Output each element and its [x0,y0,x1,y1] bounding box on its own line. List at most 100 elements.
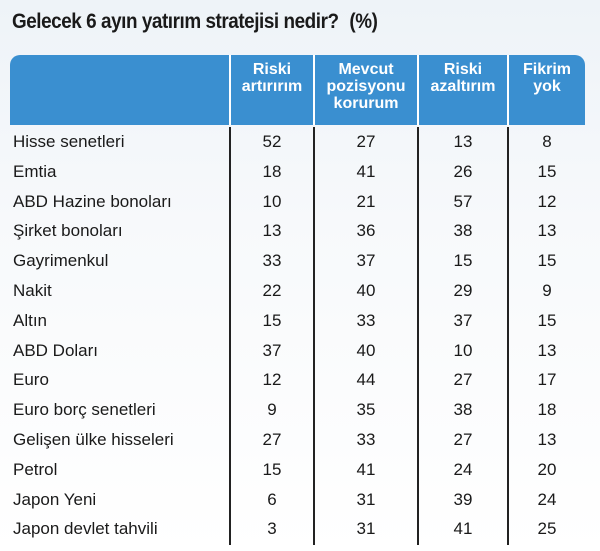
row-label: ABD Doları [13,340,99,360]
cell-value: 15 [262,310,282,330]
title-text: Gelecek 6 ayın yatırım stratejisi nedir? [12,10,339,33]
cell-value: 41 [453,519,473,539]
row-label: Altın [13,310,48,330]
cell-value: 35 [356,400,376,420]
row-label: Hisse senetleri [13,132,125,151]
row-label: Emtia [13,161,57,181]
cell-value: 15 [453,251,473,271]
column-header-fikrim-yok: Fikrim yok [522,61,571,95]
cell-value: 17 [537,370,557,390]
cell-value: 33 [262,251,282,271]
column-divider [313,127,315,545]
cell-value: 8 [542,132,552,151]
table-row: Euro borç senetleri 9 35 38 18 [10,395,585,425]
table-row: Altın 15 33 37 15 [10,306,585,336]
table-header: Riski artırırım Mevcut pozisyonu korurum… [10,55,585,125]
cell-value: 15 [262,459,282,479]
row-label: Gayrimenkul [13,251,109,271]
table-row: Gayrimenkul 33 37 15 15 [10,246,585,276]
cell-value: 26 [453,161,473,181]
table-row: Euro 12 44 27 17 [10,365,585,395]
cell-value: 36 [356,221,376,241]
cell-value: 37 [453,310,473,330]
table-row: Petrol 15 41 24 20 [10,455,585,485]
cell-value: 57 [453,191,473,211]
column-header-riski-azaltirim: Riski azaltırım [430,61,496,95]
cell-value: 40 [356,340,376,360]
column-divider [417,127,419,545]
cell-value: 41 [356,161,376,181]
cell-value: 10 [262,191,282,211]
cell-value: 27 [262,429,282,449]
cell-value: 52 [262,132,282,151]
cell-value: 15 [537,251,557,271]
cell-value: 37 [262,340,282,360]
table-row: Şirket bonoları 13 36 38 13 [10,216,585,246]
header-divider [417,55,419,125]
table-row: Nakit 22 40 29 9 [10,276,585,306]
cell-value: 24 [453,459,473,479]
cell-value: 27 [453,370,473,390]
cell-value: 22 [262,280,282,300]
cell-value: 39 [453,489,473,509]
table-row: Japon Yeni 6 31 39 24 [10,485,585,515]
row-label: Gelişen ülke hisseleri [13,429,174,449]
cell-value: 12 [537,191,557,211]
cell-value: 9 [542,280,552,300]
cell-value: 13 [537,340,557,360]
table-row: Emtia 18 41 26 15 [10,157,585,187]
row-label: Petrol [13,459,58,479]
row-label: Nakit [13,280,52,300]
table-row: ABD Hazine bonoları 10 21 57 12 [10,187,585,217]
cell-value: 18 [537,400,557,420]
column-divider [229,127,231,545]
cell-value: 41 [356,459,376,479]
cell-value: 27 [453,429,473,449]
cell-value: 33 [356,429,376,449]
cell-value: 13 [537,221,557,241]
cell-value: 13 [262,221,282,241]
cell-value: 3 [267,519,277,539]
cell-value: 33 [356,310,376,330]
cell-value: 15 [537,161,557,181]
cell-value: 13 [453,132,473,151]
header-divider [507,55,509,125]
column-divider [507,127,509,545]
table-title: Gelecek 6 ayın yatırım stratejisi nedir?… [12,10,378,34]
cell-value: 21 [356,191,376,211]
cell-value: 38 [453,400,473,420]
cell-value: 9 [267,400,277,420]
table-body: Hisse senetleri 52 27 13 8 Emtia 18 41 26 15 ABD H… [10,127,585,545]
header-divider [229,55,231,125]
table-row: Hisse senetleri 52 27 13 8 [10,127,585,157]
cell-value: 40 [356,280,376,300]
table-row: ABD Doları 37 40 10 13 [10,336,585,366]
header-divider [313,55,315,125]
row-label: Japon Yeni [13,489,97,509]
cell-value: 15 [537,310,557,330]
cell-value: 24 [537,489,557,509]
cell-value: 31 [356,489,376,509]
column-header-mevcut-pozisyonu-korurum: Mevcut pozisyonu korurum [326,61,406,112]
cell-value: 25 [537,519,557,539]
row-label: Euro borç senetleri [13,400,156,420]
cell-value: 38 [453,221,473,241]
cell-value: 6 [267,489,277,509]
table-row: Japon devlet tahvili 3 31 41 25 [10,514,585,544]
cell-value: 12 [262,370,282,390]
cell-value: 31 [356,519,376,539]
row-label: Şirket bonoları [13,221,123,241]
cell-value: 29 [453,280,473,300]
cell-value: 37 [356,251,376,271]
cell-value: 18 [262,161,282,181]
cell-value: 27 [356,132,376,151]
table-row: Gelişen ülke hisseleri 27 33 27 13 [10,425,585,455]
cell-value: 44 [356,370,376,390]
cell-value: 10 [453,340,473,360]
cell-value: 20 [537,459,557,479]
column-header-riski-artiririm: Riski artırırım [241,61,303,95]
row-label: ABD Hazine bonoları [13,191,172,211]
row-label: Euro [13,370,49,390]
cell-value: 13 [537,429,557,449]
row-label: Japon devlet tahvili [13,519,158,539]
